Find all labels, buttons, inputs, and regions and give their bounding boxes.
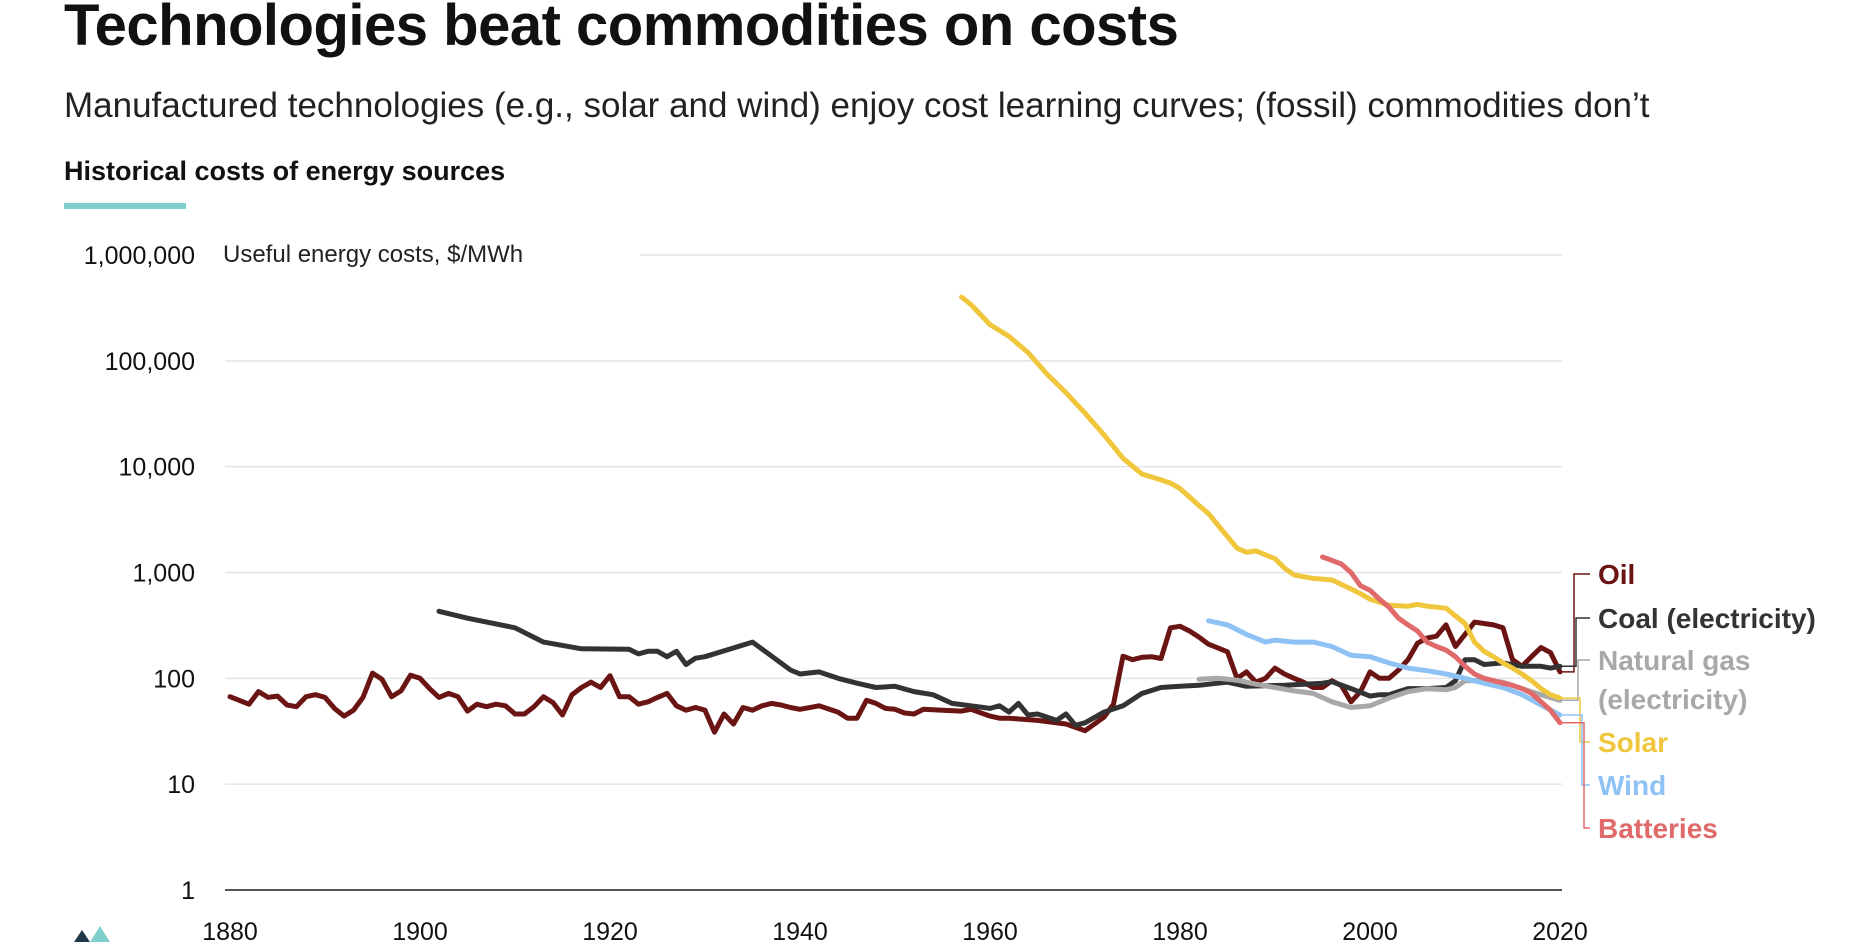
x-tick-label: 2000 [1342, 918, 1398, 942]
leader-line-natural-gas-electricity [1560, 659, 1590, 702]
x-tick-label: 1980 [1152, 918, 1208, 942]
legend-label-coal-electricity: Coal (electricity) [1598, 603, 1816, 634]
y-tick-label: 1,000 [132, 560, 195, 588]
series-line-oil [227, 619, 1563, 735]
legend-label-solar: Solar [1598, 727, 1668, 758]
legend-label-oil: Oil [1598, 559, 1635, 590]
x-tick-label: 1940 [772, 918, 828, 942]
legend-leader-lines [1560, 573, 1590, 829]
page-title: Technologies beat commodities on costs [64, 0, 1179, 58]
series-line-batteries [1320, 554, 1563, 726]
series-line-coal-electricity [436, 608, 1563, 728]
x-axis-tick-labels: 1880 1900 1920 1940 1960 1980 2000 2020 [202, 918, 1588, 942]
legend-label-natural-gas-electricity: Natural gas (electricity) [1598, 645, 1751, 715]
x-tick-label: 1920 [582, 918, 638, 942]
y-tick-label: 1,000,000 [84, 242, 195, 270]
legend-label-wind: Wind [1598, 770, 1666, 801]
y-tick-label: 1 [181, 877, 195, 905]
y-tick-label: 10,000 [119, 454, 195, 482]
series-line-solar [959, 294, 1563, 701]
y-axis-tick-labels: 1 10 100 1,000 10,000 100,000 1,000,000 [84, 242, 195, 905]
grid-lines [225, 254, 1562, 891]
leader-line-wind [1560, 714, 1590, 786]
series-lines [227, 294, 1563, 735]
x-tick-label: 2020 [1532, 918, 1588, 942]
leader-line-batteries [1560, 722, 1590, 829]
x-tick-label: 1960 [962, 918, 1018, 942]
leader-line-solar [1560, 697, 1590, 743]
brand-logo-icon [74, 926, 110, 942]
x-tick-label: 1880 [202, 918, 258, 942]
y-tick-label: 100,000 [105, 348, 195, 376]
y-tick-label: 100 [153, 665, 195, 693]
page-subtitle: Manufactured technologies (e.g., solar a… [64, 86, 1650, 125]
legend-labels: Oil Coal (electricity) Natural gas (electri… [1598, 559, 1816, 844]
x-tick-label: 1900 [392, 918, 448, 942]
section-accent-bar [64, 203, 186, 209]
leader-line-coal-electricity [1560, 617, 1590, 668]
y-axis-label: Useful energy costs, $/MWh [223, 241, 523, 268]
chart-section-title: Historical costs of energy sources [64, 156, 506, 186]
y-tick-label: 10 [167, 771, 195, 799]
leader-line-oil [1560, 573, 1590, 673]
legend-label-batteries: Batteries [1598, 813, 1718, 844]
series-line-wind [1206, 618, 1563, 718]
